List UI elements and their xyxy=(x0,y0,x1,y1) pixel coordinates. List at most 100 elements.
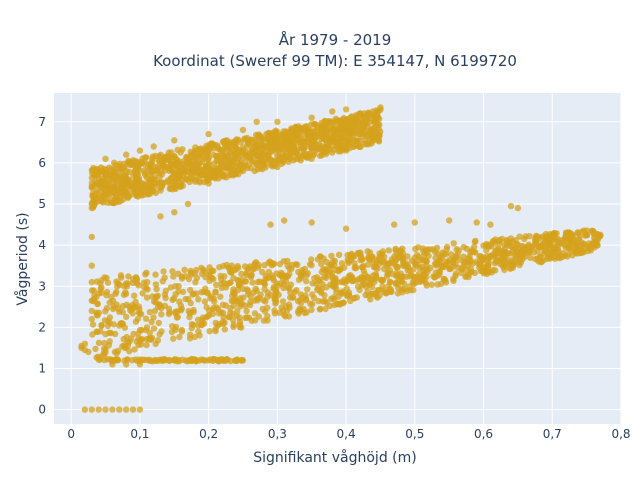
data-point xyxy=(244,134,251,142)
data-point xyxy=(136,361,144,368)
y-tick-label: 1 xyxy=(38,361,46,375)
y-tick-label: 2 xyxy=(38,320,46,334)
data-point xyxy=(177,182,184,189)
data-point xyxy=(206,171,213,178)
data-point xyxy=(210,304,218,311)
data-point xyxy=(88,278,96,286)
data-point xyxy=(423,258,430,265)
data-point xyxy=(526,249,533,256)
data-point xyxy=(321,145,328,153)
data-point xyxy=(365,253,372,261)
data-point xyxy=(359,277,366,284)
data-point xyxy=(116,198,123,205)
data-point xyxy=(175,270,182,277)
data-point xyxy=(450,277,457,284)
data-point xyxy=(92,345,99,353)
data-point xyxy=(105,171,112,179)
data-point xyxy=(501,250,508,257)
data-point xyxy=(134,171,142,178)
data-point xyxy=(233,312,240,320)
data-point xyxy=(480,264,487,271)
data-point xyxy=(198,158,206,166)
data-point xyxy=(147,184,154,191)
data-point xyxy=(300,150,308,157)
data-point xyxy=(312,133,319,141)
data-point xyxy=(174,313,181,321)
data-point xyxy=(328,263,335,271)
data-point xyxy=(307,300,314,307)
data-point xyxy=(239,167,247,175)
data-point xyxy=(85,348,92,356)
data-point xyxy=(294,298,302,305)
data-point xyxy=(430,246,437,253)
data-point xyxy=(379,248,387,255)
data-point xyxy=(546,248,553,256)
data-point xyxy=(366,128,374,136)
data-point xyxy=(343,291,350,299)
data-point xyxy=(230,302,238,309)
data-point xyxy=(139,290,146,297)
data-point xyxy=(176,298,183,305)
data-point xyxy=(230,286,237,293)
data-point xyxy=(169,154,176,161)
data-point xyxy=(133,276,141,283)
data-point xyxy=(171,209,178,216)
data-point xyxy=(146,308,154,316)
data-point xyxy=(150,298,158,305)
data-point xyxy=(123,313,130,321)
data-point xyxy=(248,272,255,279)
data-point xyxy=(532,255,539,263)
data-point xyxy=(109,406,116,413)
data-point xyxy=(198,264,205,272)
data-point xyxy=(219,309,227,317)
data-point xyxy=(81,340,89,347)
y-tick-label: 5 xyxy=(38,197,46,211)
data-point xyxy=(467,248,474,256)
data-point xyxy=(116,160,123,167)
data-point xyxy=(370,135,377,142)
data-point xyxy=(106,338,113,345)
data-point xyxy=(186,356,193,364)
data-point xyxy=(318,135,325,142)
data-point xyxy=(81,406,89,413)
data-point xyxy=(309,280,316,287)
data-point xyxy=(374,121,382,128)
data-point xyxy=(549,244,556,251)
data-point xyxy=(141,284,148,291)
data-point xyxy=(201,298,209,305)
data-point xyxy=(122,290,130,297)
data-point xyxy=(93,293,100,301)
data-point xyxy=(330,146,337,153)
data-point xyxy=(279,298,287,305)
x-axis-title: Signifikant våghöjd (m) xyxy=(253,449,416,466)
data-point xyxy=(220,279,228,286)
data-point xyxy=(338,278,345,286)
data-point xyxy=(236,281,243,288)
data-point xyxy=(308,114,315,121)
data-point xyxy=(156,331,163,338)
y-axis-title: Vågperiod (s) xyxy=(14,212,31,305)
data-point xyxy=(283,273,290,280)
data-point xyxy=(297,271,305,279)
data-point xyxy=(107,189,115,197)
data-point xyxy=(375,286,383,294)
data-point xyxy=(375,136,382,143)
data-point xyxy=(89,331,96,338)
data-point xyxy=(564,253,571,260)
data-point xyxy=(337,122,344,129)
data-point xyxy=(112,330,119,338)
data-point xyxy=(597,231,604,239)
data-point xyxy=(188,151,195,158)
data-point xyxy=(269,138,276,145)
data-point xyxy=(97,280,104,287)
data-point xyxy=(314,286,321,294)
data-point xyxy=(342,225,350,232)
data-point xyxy=(254,153,261,160)
data-point xyxy=(123,361,130,368)
data-point xyxy=(98,184,106,191)
data-point xyxy=(378,277,386,284)
data-point xyxy=(178,305,185,312)
data-point xyxy=(146,357,153,364)
data-point xyxy=(526,233,533,240)
